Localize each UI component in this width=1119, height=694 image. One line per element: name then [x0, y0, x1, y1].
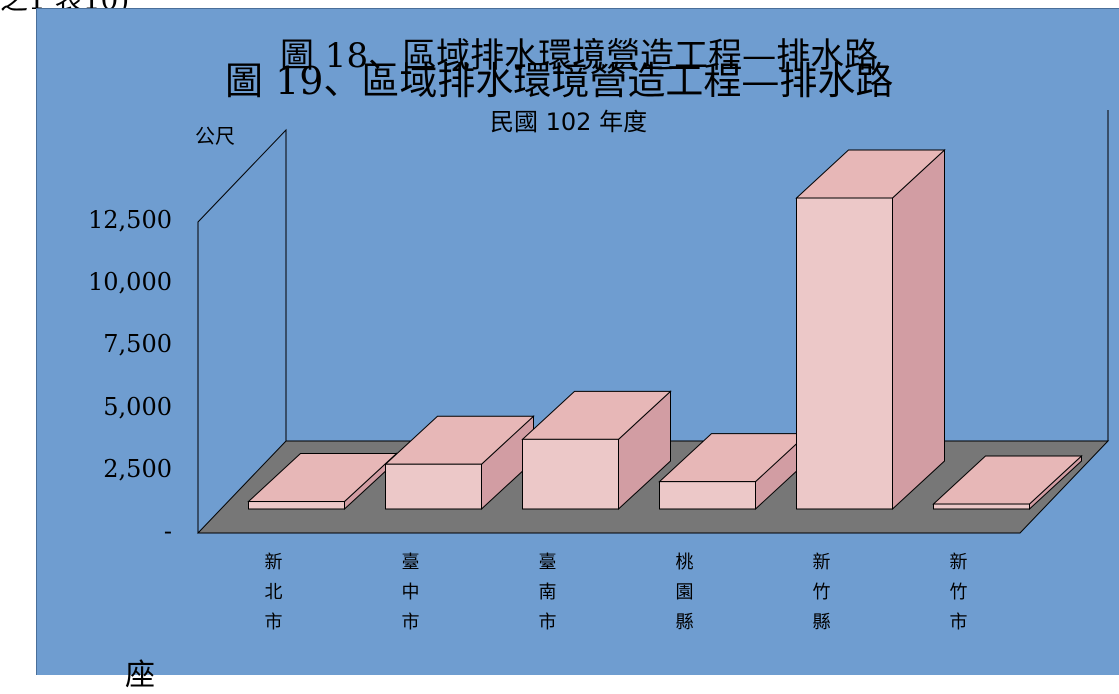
x-tick-label: 新竹市 — [944, 548, 974, 638]
x-tick-char: 市 — [401, 612, 420, 633]
x-tick-char: 竹 — [949, 582, 968, 603]
x-tick-char: 新 — [264, 552, 283, 573]
chart-subtitle: 民國 102 年度 — [490, 108, 648, 136]
x-tick-label: 臺南市 — [533, 548, 563, 638]
bar-side-face — [892, 148, 945, 511]
bar — [932, 454, 1083, 511]
x-tick-char: 竹 — [812, 582, 831, 603]
bar — [521, 390, 672, 511]
x-tick-label: 桃園縣 — [670, 548, 700, 638]
bar-front-face — [933, 503, 1030, 510]
footer-text-fragment: 座 — [125, 658, 155, 693]
bar-front-face — [385, 463, 482, 510]
x-tick-char: 桃 — [675, 552, 694, 573]
x-tick-char: 新 — [812, 552, 831, 573]
x-tick-char: 市 — [264, 612, 283, 633]
chart-ghost-title: 圖 18、區域排水環境營造工程—排水路 — [280, 36, 879, 76]
x-tick-char: 南 — [538, 582, 557, 603]
y-tick-label: 5,000 — [103, 392, 172, 421]
x-tick-char: 臺 — [538, 552, 557, 573]
y-tick-label: 7,500 — [103, 330, 172, 359]
x-tick-label: 新竹縣 — [807, 548, 837, 638]
bar — [795, 148, 946, 511]
bar-front-face — [659, 481, 756, 510]
y-tick-label: 2,500 — [103, 454, 172, 483]
x-tick-char: 中 — [401, 582, 420, 603]
x-tick-char: 市 — [949, 612, 968, 633]
y-tick-label: 12,500 — [88, 206, 172, 234]
chart-title: 圖 19、區域排水環境營造工程—排水路 — [225, 59, 894, 103]
x-tick-char: 縣 — [812, 612, 831, 633]
x-tick-label: 新北市 — [259, 548, 289, 638]
chart-plot — [196, 110, 1110, 534]
x-tick-char: 市 — [538, 612, 557, 633]
x-tick-char: 臺 — [401, 552, 420, 573]
y-tick-label: 10,000 — [88, 268, 172, 297]
x-tick-char: 新 — [949, 552, 968, 573]
bar-front-face — [796, 197, 893, 510]
bar — [658, 432, 809, 511]
chart-side-wall — [197, 128, 287, 533]
bar — [384, 415, 535, 511]
bar-front-face — [522, 438, 619, 510]
x-tick-label: 臺中市 — [396, 548, 426, 638]
x-tick-char: 北 — [264, 582, 283, 603]
y-tick-label: - — [163, 517, 172, 545]
x-tick-char: 縣 — [675, 612, 694, 633]
y-axis-unit-label: 公尺 — [195, 124, 235, 148]
bar-front-face — [248, 501, 345, 510]
x-tick-char: 園 — [675, 582, 694, 603]
